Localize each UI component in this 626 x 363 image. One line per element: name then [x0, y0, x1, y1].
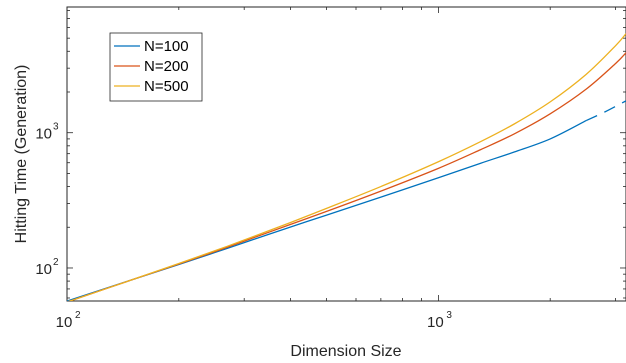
series-line-extension-dashed: [585, 100, 626, 122]
x-axis-label: Dimension Size: [290, 343, 401, 360]
x-tick-label: 10: [56, 314, 73, 331]
y-axis-label: Hitting Time (Generation): [13, 65, 30, 244]
legend-label: N=500: [144, 78, 189, 95]
y-tick-label: 10: [35, 261, 52, 278]
y-tick-label-exponent: 3: [53, 122, 59, 133]
series-lines: [67, 33, 626, 301]
axis-ticks: [66, 7, 626, 301]
x-tick-label-exponent: 2: [75, 310, 81, 321]
legend: N=100 N=200 N=500: [109, 32, 203, 102]
x-tick-label-exponent: 3: [446, 310, 452, 321]
tick-labels: 10 2 10 310 210 3: [35, 122, 452, 331]
x-tick-label: 10: [427, 314, 444, 331]
series-line-n500: [68, 33, 626, 301]
legend-label: N=100: [144, 38, 189, 55]
legend-label: N=200: [144, 58, 189, 75]
legend-box: [109, 32, 203, 102]
y-tick-label: 10: [35, 126, 52, 143]
y-tick-label-exponent: 2: [53, 257, 59, 268]
